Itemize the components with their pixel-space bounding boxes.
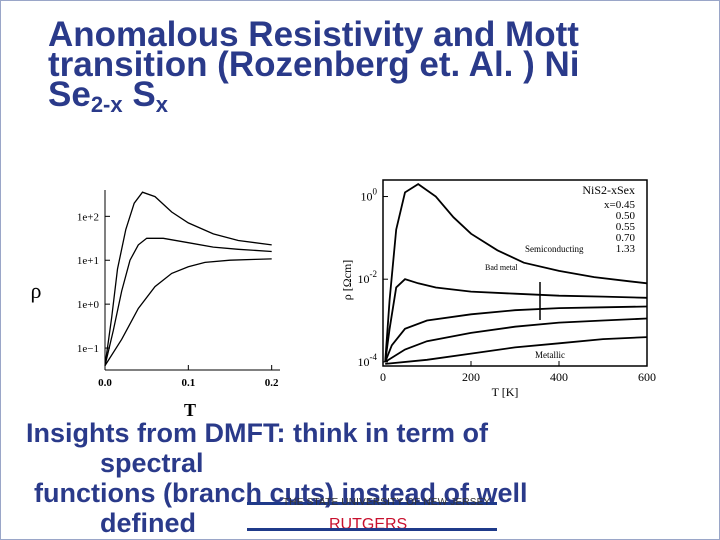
- y-tick-label: 1e+1: [77, 255, 99, 267]
- legend-entry: 1.33: [616, 243, 636, 255]
- series-line-0-55: [384, 305, 648, 363]
- title-line-3: Se2-x Sx: [48, 77, 708, 116]
- legend-entry: 0.70: [616, 232, 636, 244]
- title-sub-1: 2-x: [90, 92, 123, 117]
- slide-title: Anomalous Resistivity and Mott transitio…: [48, 15, 708, 116]
- series-line-0-70: [384, 317, 648, 363]
- footer-rule-bottom: [247, 528, 497, 531]
- legend-entry: x=0.45: [604, 199, 635, 211]
- body-line-2: spectral: [100, 448, 204, 478]
- dmft-resistivity-chart: 0.0 0.1 0.2 1e+2 1e+1 1e+0 1e−1 Tρ: [31, 190, 280, 420]
- title-se: Se: [48, 75, 91, 114]
- y-tick-label: 1e−1: [77, 343, 99, 355]
- x-tick-label: 0.0: [98, 377, 112, 389]
- x-tick-label: 400: [550, 370, 568, 384]
- rutgers-footer: THE STATE UNIVERSITY OF NEW JERSEY RUTGE…: [247, 497, 497, 540]
- y-axis-label: ρ [Ωcm]: [340, 260, 354, 301]
- legend-title: NiS2-xSex: [582, 183, 635, 197]
- footer-university: THE STATE UNIVERSITY OF NEW JERSEY: [283, 497, 491, 508]
- annotation-bad-metal: Bad metal: [485, 263, 518, 272]
- title-line-2: transition (Rozenberg et. Al. ) Ni: [48, 45, 580, 84]
- series-line-0-50: [384, 278, 648, 363]
- y-tick-label: 10-2: [358, 269, 378, 286]
- series-line-curve-2: [104, 237, 272, 366]
- y-tick-label: 1e+2: [77, 211, 99, 223]
- x-tick-label: 0.2: [265, 377, 279, 389]
- body-line-4: defined: [100, 508, 197, 538]
- y-axis-label: ρ: [31, 278, 42, 303]
- body-line-1: Insights from DMFT: think in term of: [26, 418, 488, 448]
- title-line-1: Anomalous Resistivity and Mott: [48, 15, 579, 54]
- series-line-curve-3: [104, 258, 272, 366]
- title-sub-2: x: [155, 92, 168, 117]
- experimental-resistivity-chart: 0 200 400 600 100 10-2 10-4 T [K] ρ [Ωcm] NiS2-xS…: [340, 179, 656, 399]
- annotation-semiconducting: Semiconducting: [525, 244, 584, 254]
- x-tick-label: 0: [380, 370, 386, 384]
- x-tick-label: 0.1: [181, 377, 195, 389]
- x-tick-label: 200: [462, 370, 480, 384]
- x-tick-label: 600: [638, 370, 656, 384]
- series-line-curve-1: [104, 191, 272, 366]
- x-axis-label: T: [184, 400, 196, 420]
- footer-rutgers: RUTGERS: [329, 516, 408, 533]
- y-tick-label: 1e+0: [77, 299, 100, 311]
- legend-entry: 0.55: [616, 221, 636, 233]
- plot-frame: [382, 179, 648, 367]
- series-line-x-0-45: [384, 183, 648, 362]
- annotation-metallic: Metallic: [535, 350, 565, 360]
- y-tick-label: 10-4: [358, 352, 378, 369]
- legend-entry: 0.50: [616, 210, 636, 222]
- y-tick-label: 100: [361, 187, 378, 204]
- x-axis-label: T [K]: [492, 385, 519, 399]
- series-line-1-33: [385, 336, 648, 365]
- title-s: S: [122, 75, 156, 114]
- footer-rule-top: [247, 502, 497, 505]
